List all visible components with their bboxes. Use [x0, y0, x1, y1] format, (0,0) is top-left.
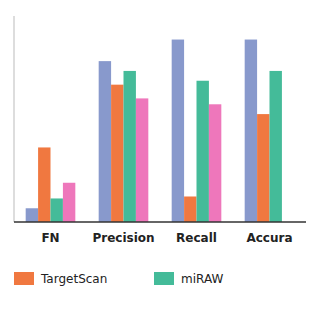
bar [184, 196, 196, 222]
x-tick-label: Recall [176, 231, 217, 245]
bar [26, 208, 38, 222]
legend-label: TargetScan [40, 272, 107, 286]
legend: TargetScan miRAW [14, 272, 223, 286]
x-axis [14, 221, 306, 223]
legend-swatch [14, 272, 34, 285]
bar [51, 198, 63, 222]
legend-label: miRAW [181, 272, 223, 286]
bar [172, 40, 184, 222]
bars [26, 40, 282, 222]
bar [111, 85, 123, 222]
x-tick-label: Precision [92, 231, 154, 245]
bar [136, 98, 148, 222]
chart: FN Precision Recall Accura TargetScan miRAW [0, 0, 320, 320]
bar [124, 71, 136, 222]
bar [63, 183, 75, 222]
bar [245, 40, 257, 222]
bar [209, 104, 221, 222]
x-tick-label: FN [41, 231, 59, 245]
bar [270, 71, 282, 222]
x-tick-label: Accura [246, 231, 292, 245]
bar [197, 81, 209, 222]
bar [257, 114, 269, 222]
legend-swatch [154, 272, 174, 285]
bar [99, 61, 111, 222]
y-axis [14, 16, 15, 222]
bar [38, 147, 50, 222]
